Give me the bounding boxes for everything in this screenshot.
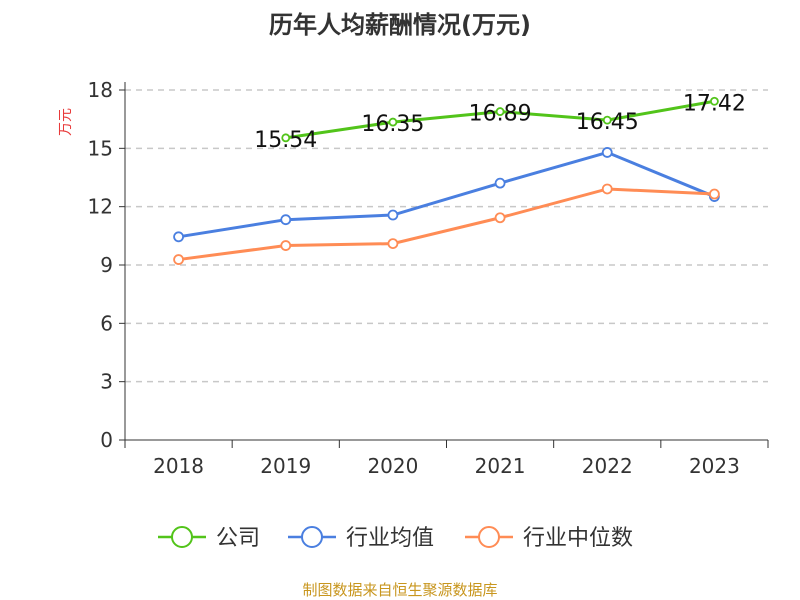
chart-title: 历年人均薪酬情况(万元) — [269, 11, 531, 39]
data-point[interactable] — [387, 238, 399, 250]
y-tick-label: 9 — [100, 253, 113, 277]
y-tick-label: 12 — [88, 195, 113, 219]
data-point[interactable] — [602, 115, 612, 125]
data-label: 17.42 — [683, 91, 746, 116]
data-point[interactable] — [494, 212, 506, 224]
data-point[interactable] — [280, 240, 292, 251]
x-tick-label: 2021 — [475, 454, 526, 478]
x-tick-label: 2023 — [689, 454, 740, 478]
data-point[interactable] — [173, 231, 184, 243]
y-tick-label: 3 — [100, 370, 113, 394]
x-tick-label: 2019 — [260, 454, 311, 478]
legend-item[interactable]: 公司 — [158, 526, 260, 551]
y-tick-label: 6 — [100, 311, 113, 335]
legend-item[interactable]: 行业中位数 — [465, 526, 633, 551]
legend-marker — [171, 526, 193, 548]
data-label: 15.54 — [254, 128, 317, 153]
data-point[interactable] — [601, 147, 613, 158]
series-line — [178, 150, 715, 239]
data-point[interactable] — [710, 96, 719, 106]
series-line — [178, 187, 715, 262]
data-point[interactable] — [494, 177, 506, 189]
legend-marker — [478, 526, 500, 548]
data-label: 16.35 — [361, 112, 424, 137]
y-axis-label: 万元 — [58, 108, 74, 136]
x-tick-label: 2020 — [367, 454, 418, 478]
data-label: 16.89 — [469, 102, 532, 127]
x-tick-label: 2022 — [582, 454, 633, 478]
y-tick-label: 15 — [88, 136, 113, 160]
data-point[interactable] — [495, 107, 505, 116]
data-point[interactable] — [280, 214, 292, 226]
footer-source: 制图数据来自恒生聚源数据库 — [302, 581, 497, 599]
data-point[interactable] — [281, 133, 291, 143]
data-label: 16.45 — [576, 110, 639, 135]
data-point[interactable] — [709, 188, 720, 200]
legend-label: 公司 — [216, 526, 260, 551]
data-point[interactable] — [387, 209, 399, 221]
y-tick-label: 0 — [100, 428, 113, 452]
legend-label: 行业均值 — [346, 526, 434, 551]
legend-marker — [301, 526, 323, 548]
legend-label: 行业中位数 — [523, 526, 633, 551]
data-point[interactable] — [173, 254, 184, 265]
data-point[interactable] — [601, 183, 613, 195]
x-tick-label: 2018 — [153, 454, 204, 478]
y-tick-label: 18 — [88, 78, 113, 102]
data-point[interactable] — [388, 117, 398, 127]
legend-item[interactable]: 行业均值 — [288, 526, 434, 551]
